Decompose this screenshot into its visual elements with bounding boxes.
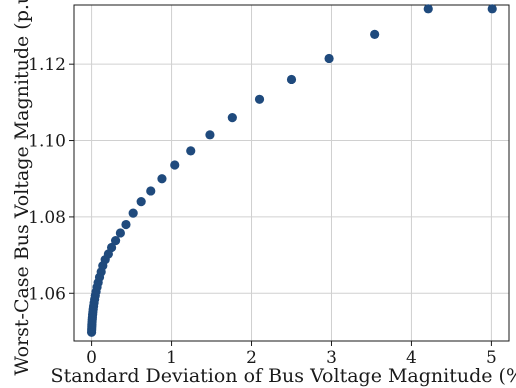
data-point — [488, 4, 497, 13]
data-point — [121, 220, 130, 229]
data-point — [137, 197, 146, 206]
data-point — [157, 174, 166, 183]
data-point — [324, 54, 333, 63]
data-point — [370, 30, 379, 39]
data-point — [255, 95, 264, 104]
data-point — [170, 160, 179, 169]
data-point — [228, 113, 237, 122]
data-point — [111, 236, 120, 245]
data-point — [186, 146, 195, 155]
data-point — [205, 130, 214, 139]
data-point — [129, 208, 138, 217]
y-tick-label: 1.08 — [28, 208, 66, 228]
y-axis-label: Worst-Case Bus Voltage Magnitude (p.u.) — [11, 0, 33, 376]
data-point — [116, 228, 125, 237]
y-tick-label: 1.06 — [28, 284, 66, 304]
data-point — [146, 186, 155, 195]
y-tick-label: 1.10 — [28, 132, 66, 152]
y-tick-label: 1.12 — [28, 55, 66, 75]
x-axis-label: Standard Deviation of Bus Voltage Magnit… — [51, 365, 516, 387]
data-point — [424, 4, 433, 13]
data-point — [287, 75, 296, 84]
